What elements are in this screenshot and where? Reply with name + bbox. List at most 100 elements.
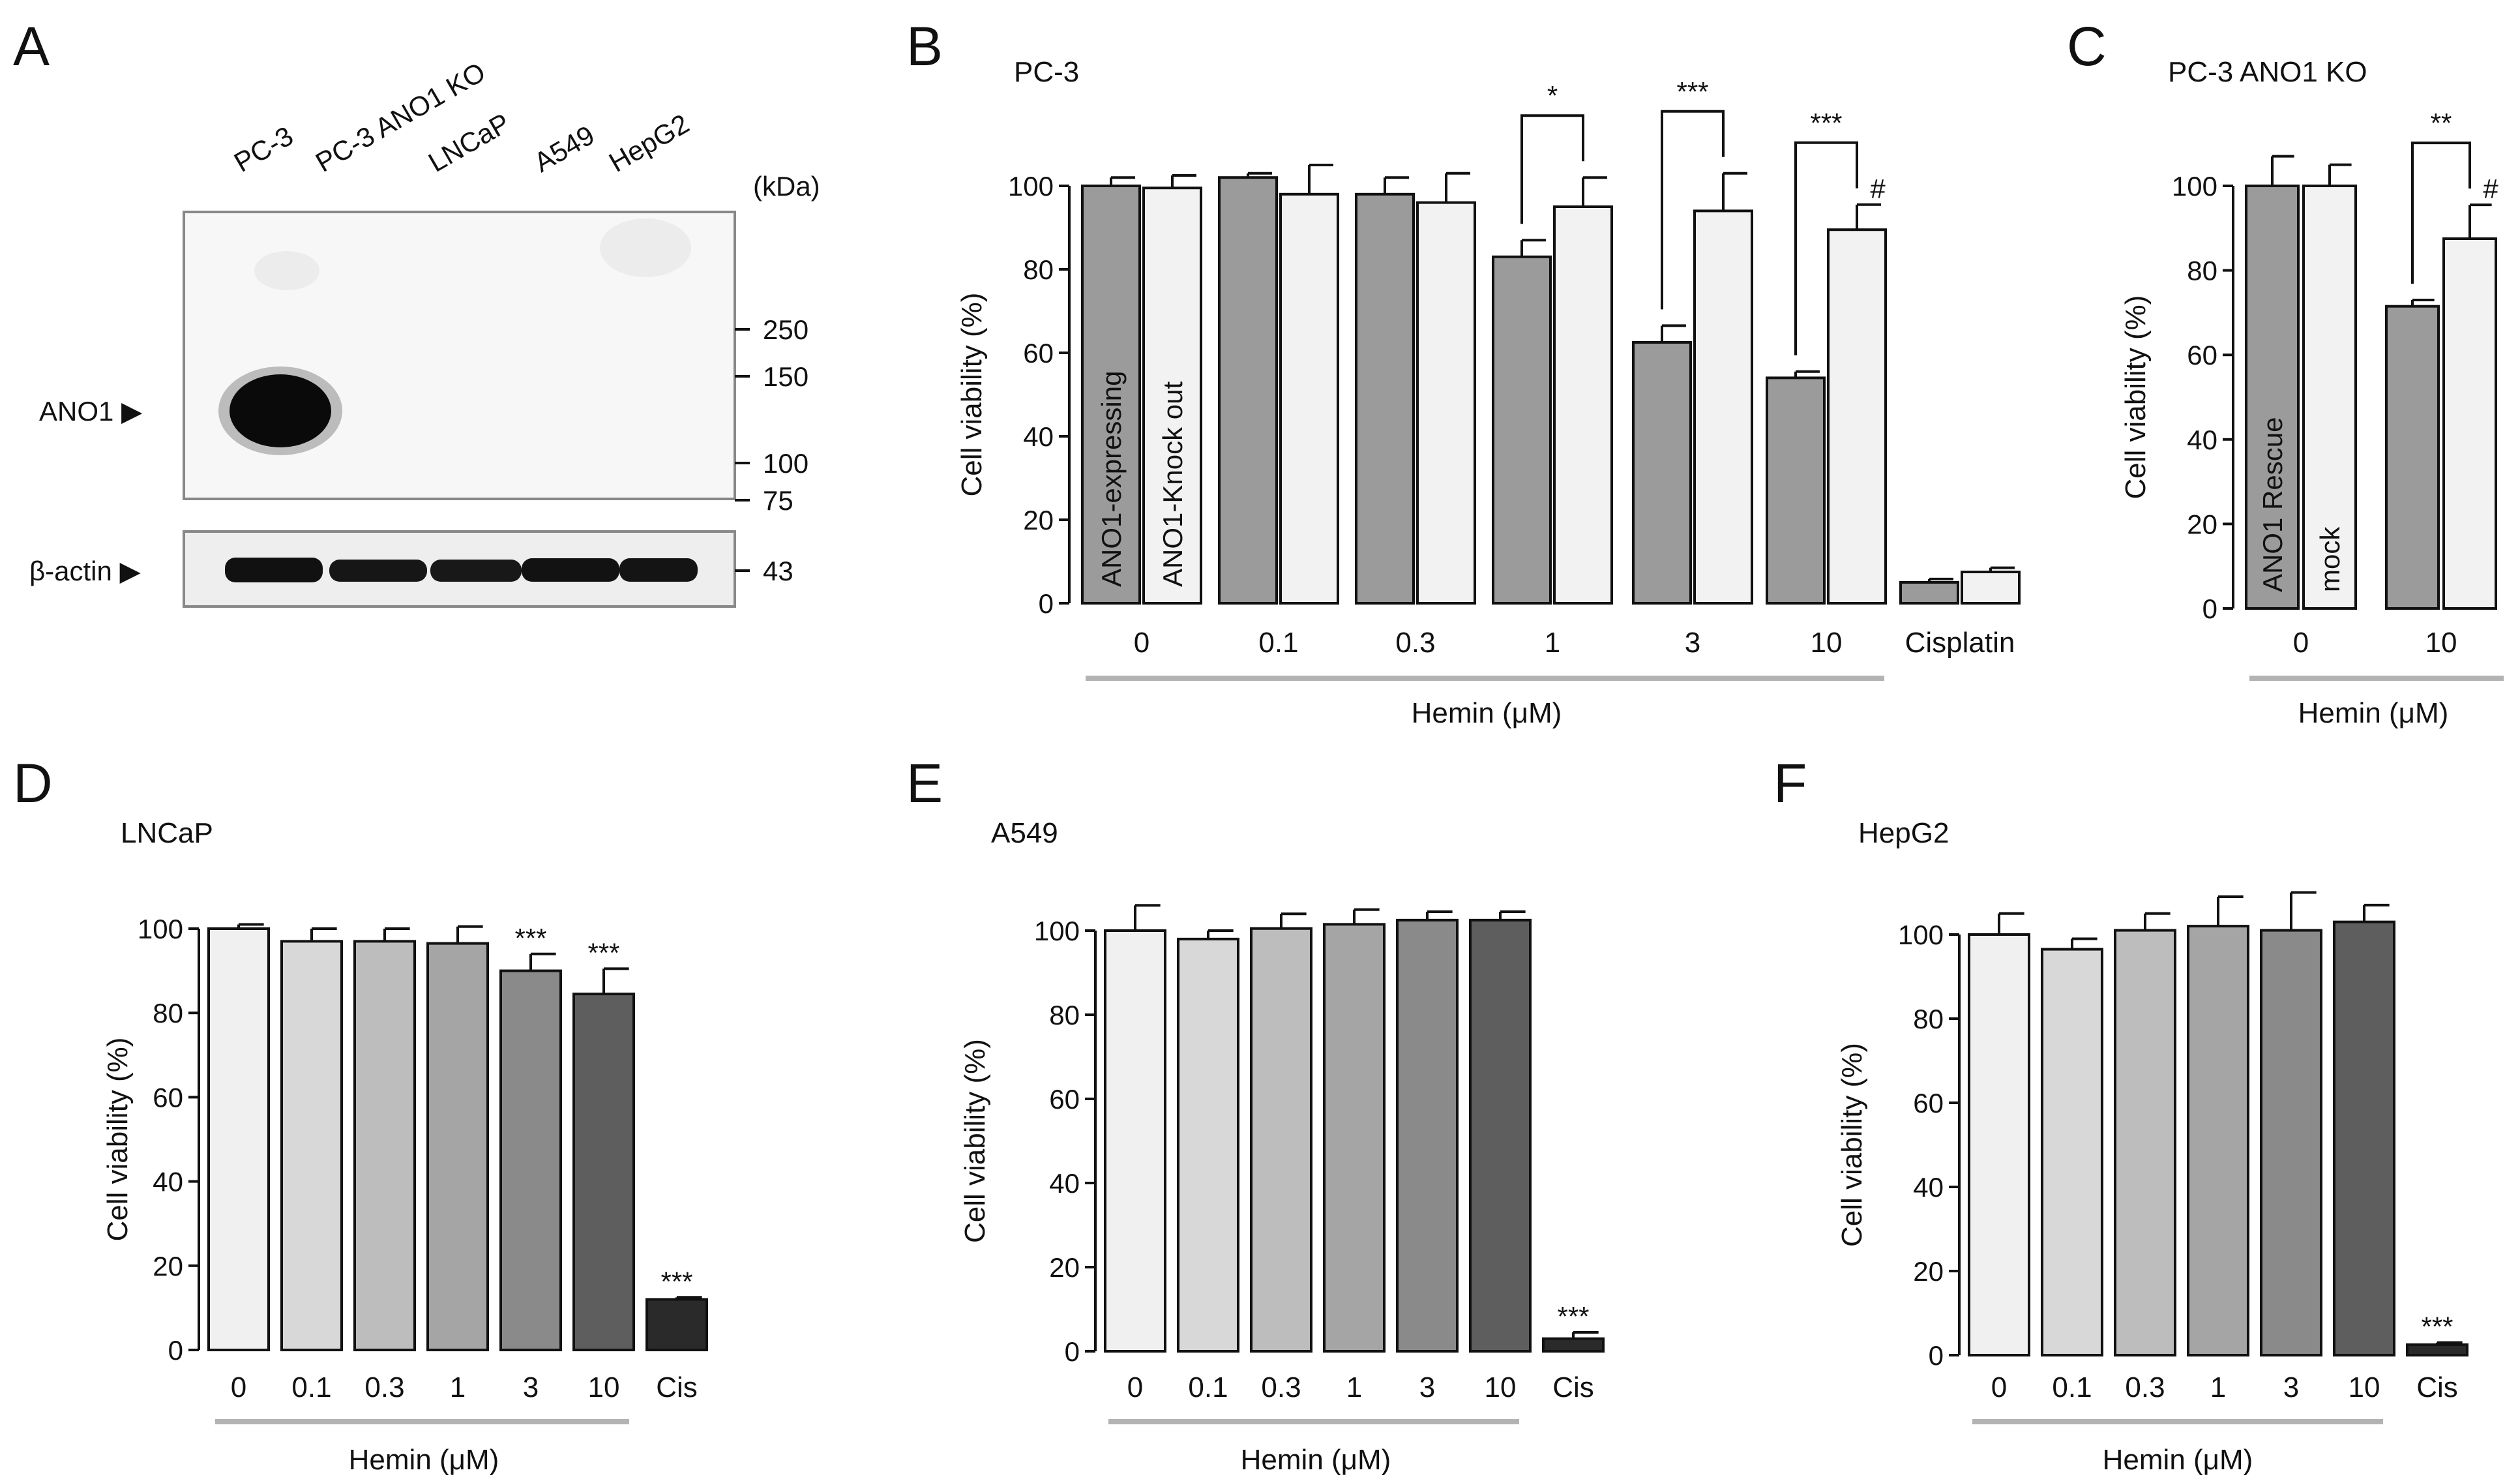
x-tick-label: 0.1: [1258, 627, 1298, 659]
y-axis-label: Cell viability (%): [2120, 295, 2152, 500]
y-tick-label: 60: [1913, 1088, 1944, 1118]
bar-ano1-rescue: [2385, 305, 2440, 610]
significance-bracket: [1794, 141, 1858, 355]
x-tick-label: 1: [450, 1371, 466, 1403]
y-axis-label: Cell viability (%): [1836, 1043, 1868, 1247]
bar-ano1-expressing: [1766, 376, 1826, 605]
chart-title: A549: [991, 817, 1058, 849]
significance-stars: ***: [1676, 76, 1708, 107]
y-tick-label: 40: [2187, 425, 2217, 455]
x-tick-label: 0: [231, 1371, 246, 1403]
panel-label: F: [1773, 753, 1807, 814]
y-tick-label: 20: [153, 1251, 183, 1281]
bar-10: [2333, 920, 2395, 1356]
significance-bracket: [2411, 142, 2471, 284]
bar-1: [2187, 925, 2249, 1356]
y-tick-label: 100: [1034, 916, 1080, 946]
lane-label-hepg2: HepG2: [604, 108, 694, 178]
x-tick-label: 1: [2210, 1371, 2226, 1403]
significance-stars: ***: [587, 937, 619, 968]
significance-stars: ***: [514, 923, 546, 953]
bar-3: [1396, 918, 1459, 1353]
y-tick-label: 80: [2187, 256, 2217, 286]
chart-title: PC-3: [1014, 56, 1079, 88]
x-tick-label: 3: [523, 1371, 539, 1403]
actin-arrow-label: β-actin ▶: [29, 556, 141, 586]
panel-a: A PC-3 PC-3 ANO1 KO LNCaP A549 HepG2 (kD…: [13, 16, 820, 608]
bar-0-1: [280, 940, 343, 1351]
significance-stars: ***: [660, 1266, 692, 1296]
significance-stars: *: [1547, 80, 1558, 111]
bar-0-3: [353, 940, 416, 1351]
y-tick-label: 100: [2172, 171, 2217, 202]
blot-smear-hepg2: [600, 218, 691, 277]
bar-1: [1323, 923, 1386, 1353]
chart-title: HepG2: [1858, 817, 1949, 849]
series-label: mock: [2315, 526, 2345, 592]
panel-label: C: [2067, 16, 2107, 77]
bar-1: [426, 942, 489, 1351]
y-tick-label: 80: [1913, 1004, 1944, 1034]
lane-label-lncap: LNCaP: [423, 107, 515, 177]
x-tick-label: 3: [1685, 627, 1700, 659]
x-tick-label: 0.3: [364, 1371, 404, 1403]
hash-mark: #: [2483, 173, 2498, 204]
x-tick-label: 0.1: [2052, 1371, 2092, 1403]
bar-cis: [2406, 1343, 2468, 1356]
x-axis-label: Hemin (μM): [2298, 697, 2449, 729]
actin-band-1: [225, 558, 323, 582]
y-tick-label: 60: [2187, 340, 2217, 370]
y-tick-label: 20: [1023, 505, 1054, 535]
actin-band-3: [430, 560, 522, 582]
y-tick-label: 40: [1913, 1172, 1944, 1203]
panel-label: D: [13, 753, 53, 814]
x-tick-label: Cis: [656, 1371, 698, 1403]
bar-ano1-expressing: [1492, 255, 1552, 605]
panel-label: E: [906, 753, 943, 814]
y-tick-label: 40: [1049, 1168, 1080, 1199]
marker-250: 250: [763, 314, 808, 345]
x-tick-label: 0: [1127, 1371, 1143, 1403]
x-tick-label: 10: [588, 1371, 620, 1403]
bar-mock: [2442, 237, 2497, 610]
x-tick-label: 1: [1545, 627, 1560, 659]
bar-0-3: [1250, 927, 1312, 1353]
y-tick-label: 20: [1913, 1256, 1944, 1287]
y-tick-label: 0: [1065, 1336, 1080, 1367]
panel-label: B: [906, 16, 943, 77]
x-tick-label: 0.3: [1395, 627, 1435, 659]
marker-75: 75: [763, 485, 793, 516]
panel-a-label: A: [13, 16, 50, 77]
y-tick-label: 0: [2202, 593, 2217, 624]
y-tick-label: 100: [138, 914, 183, 944]
kda-unit-label: (kDa): [753, 171, 820, 202]
bar-0: [1104, 929, 1166, 1353]
bar-ano1-expressing: [1355, 192, 1415, 605]
bar-ano1-expressing: [1218, 176, 1278, 605]
significance-bracket: [1661, 110, 1725, 310]
y-tick-label: 20: [2187, 509, 2217, 539]
x-axis-label: Hemin (μM): [1412, 697, 1562, 729]
marker-43: 43: [763, 556, 793, 586]
bar-ano1-knock-out: [1553, 205, 1613, 605]
bar-ano1-knock-out: [1416, 201, 1476, 605]
bar-0-1: [1177, 937, 1239, 1353]
actin-band-5: [619, 558, 698, 582]
y-tick-label: 80: [1049, 1000, 1080, 1030]
x-tick-label: Cis: [1552, 1371, 1594, 1403]
y-axis-label: Cell viability (%): [102, 1038, 134, 1242]
bar-ano1-knock-out: [1279, 192, 1339, 605]
bar-ano1-expressing: [1632, 341, 1692, 605]
ano1-arrow-label: ANO1 ▶: [39, 396, 143, 427]
lane-label-pc3: PC-3: [229, 120, 298, 178]
bar-0-1: [2041, 948, 2103, 1356]
y-tick-label: 20: [1049, 1252, 1080, 1283]
y-tick-label: 80: [1023, 254, 1054, 285]
hash-mark: #: [1870, 173, 1886, 204]
series-label: ANO1 Rescue: [2257, 417, 2288, 592]
lane-label-a549: A549: [529, 119, 599, 178]
